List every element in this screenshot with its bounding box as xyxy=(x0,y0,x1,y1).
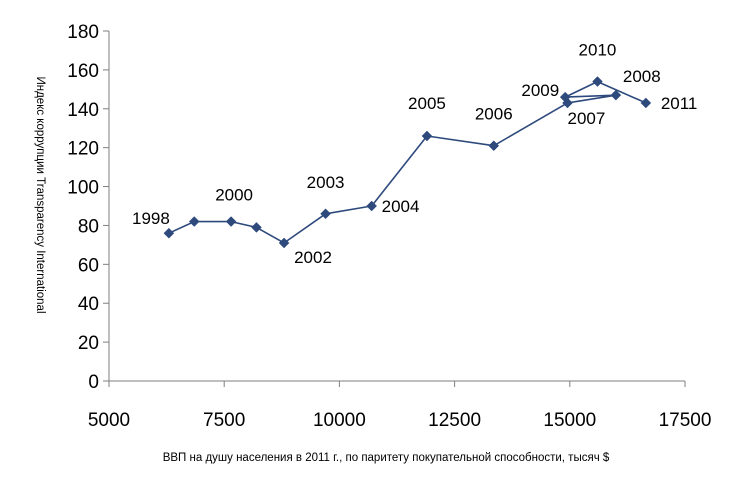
y-tick-label: 120 xyxy=(67,139,99,160)
data-point-marker xyxy=(278,237,290,249)
data-point-label: 2010 xyxy=(579,41,617,60)
data-point-marker xyxy=(421,130,433,142)
data-point-label: 2005 xyxy=(408,94,446,113)
data-point-marker xyxy=(610,89,622,101)
data-point-label: 2006 xyxy=(475,105,513,124)
data-point-marker xyxy=(488,140,500,152)
y-tick-label: 20 xyxy=(78,333,99,354)
x-axis-title: ВВП на душу населения в 2011 г., по пари… xyxy=(163,452,610,464)
y-tick-label: 160 xyxy=(67,61,99,82)
data-point-marker xyxy=(592,76,603,87)
data-point-marker xyxy=(163,227,175,239)
data-point-label: 2007 xyxy=(567,109,605,128)
y-tick-label: 100 xyxy=(67,178,99,199)
data-point-label: 1998 xyxy=(132,209,170,228)
data-point-marker xyxy=(320,208,331,220)
data-point-label: 2002 xyxy=(294,248,332,267)
data-point-marker xyxy=(251,222,262,233)
y-tick-label: 80 xyxy=(78,216,99,237)
y-tick-label: 60 xyxy=(78,255,99,276)
x-tick-label: 12500 xyxy=(428,410,481,431)
data-point-label: 2008 xyxy=(623,67,661,86)
data-point-label: 2003 xyxy=(307,173,345,192)
data-point-marker xyxy=(188,216,200,227)
y-tick-label: 40 xyxy=(78,294,99,315)
data-point-label: 2004 xyxy=(382,197,420,216)
data-series xyxy=(163,76,652,249)
y-tick-label: 180 xyxy=(67,22,99,43)
data-point-marker xyxy=(225,216,237,227)
data-labels: 1998 2000 2002 2003 2004 2005 2006 2007 2008 2009… xyxy=(132,41,697,267)
data-point-label: 2000 xyxy=(215,186,253,205)
x-tick-label: 15000 xyxy=(543,410,596,431)
data-point-label: 2009 xyxy=(521,81,559,100)
x-tick-label: 5000 xyxy=(88,410,130,431)
data-point-marker xyxy=(559,91,571,103)
y-axis: 0 20 40 60 80 100 120 140 160 180 xyxy=(67,22,110,393)
x-tick-label: 10000 xyxy=(313,410,366,431)
x-tick-label: 7500 xyxy=(203,410,245,431)
x-axis: 5000 7500 10000 12500 15000 17500 xyxy=(88,380,712,431)
data-point-label: 2011 xyxy=(661,94,698,113)
data-point-marker xyxy=(640,97,652,109)
y-tick-label: 0 xyxy=(88,372,99,393)
data-point-marker xyxy=(366,200,378,212)
x-tick-label: 17500 xyxy=(659,410,712,431)
y-tick-label: 140 xyxy=(67,100,99,121)
y-axis-title: Индекс коррупции Transparency Internatio… xyxy=(34,76,46,313)
